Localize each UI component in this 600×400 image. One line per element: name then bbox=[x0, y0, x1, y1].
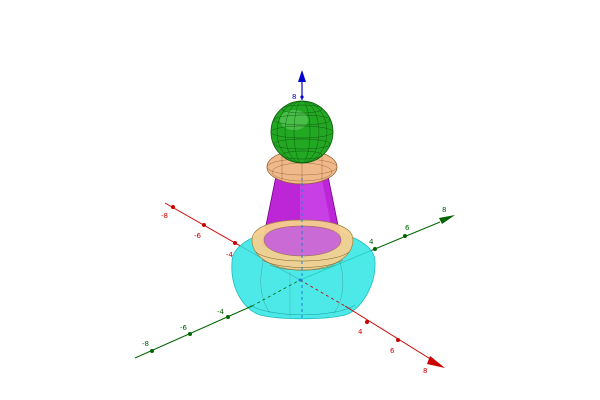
y-tick-label: -8 bbox=[142, 340, 149, 348]
y-axis-tick bbox=[188, 332, 192, 336]
y-axis-tick bbox=[226, 315, 230, 319]
ring-line bbox=[255, 251, 350, 262]
base-bottom-rim bbox=[249, 304, 356, 315]
x-axis-line-front bbox=[344, 305, 433, 361]
head-lat bbox=[270, 125, 334, 139]
x-axis-tick bbox=[396, 338, 400, 342]
y-axis-tick bbox=[150, 349, 154, 353]
x-axis-arrowhead bbox=[427, 356, 445, 368]
y-axis-tick bbox=[373, 247, 377, 251]
y-tick-label: -6 bbox=[180, 324, 188, 332]
y-tick-label: 4 bbox=[369, 238, 374, 246]
x-tick-label: -8 bbox=[161, 212, 168, 220]
x-axis-tick bbox=[430, 358, 434, 362]
z-axis-arrowhead bbox=[298, 70, 306, 82]
z-axis-tick bbox=[300, 95, 304, 99]
x-axis-tick bbox=[365, 320, 369, 324]
pawn-head bbox=[270, 100, 334, 164]
y-tick-label: 6 bbox=[405, 224, 410, 232]
z-tick-label: 8 bbox=[292, 93, 296, 101]
base-meridian bbox=[333, 261, 344, 314]
head-lat bbox=[273, 138, 331, 150]
y-tick-label: 8 bbox=[442, 206, 446, 214]
x-tick-label: 6 bbox=[390, 347, 395, 355]
head-lat bbox=[281, 104, 323, 114]
x-tick-label: -4 bbox=[226, 251, 234, 259]
origin-point bbox=[298, 278, 302, 282]
x-tick-label: 8 bbox=[423, 367, 427, 375]
head-sphere bbox=[270, 100, 334, 164]
y-axis-tick bbox=[403, 234, 407, 238]
z-axis: 8 bbox=[292, 70, 306, 318]
y-axis-line-front bbox=[134, 305, 253, 359]
x-axis-front: -8 -6 -4 4 6 8 bbox=[161, 205, 445, 375]
ring-inner-opening bbox=[263, 225, 342, 257]
x-axis-tick bbox=[202, 223, 206, 227]
head-lat bbox=[273, 114, 331, 126]
x-tick-label: -6 bbox=[194, 232, 202, 240]
y-axis-front: -8 -6 -4 bbox=[134, 279, 301, 359]
base-meridian bbox=[260, 261, 271, 314]
x-axis-tick bbox=[233, 241, 237, 245]
head-lat bbox=[281, 150, 323, 160]
y-axis-arrowhead bbox=[439, 215, 455, 224]
ring-line bbox=[261, 259, 344, 268]
ring-line bbox=[269, 264, 336, 271]
x-axis-tick bbox=[171, 205, 175, 209]
head-meridian bbox=[276, 100, 328, 164]
y-tick-label: -4 bbox=[217, 308, 225, 316]
x-tick-label: 4 bbox=[358, 328, 363, 336]
x-axis-line-hidden bbox=[299, 279, 346, 307]
